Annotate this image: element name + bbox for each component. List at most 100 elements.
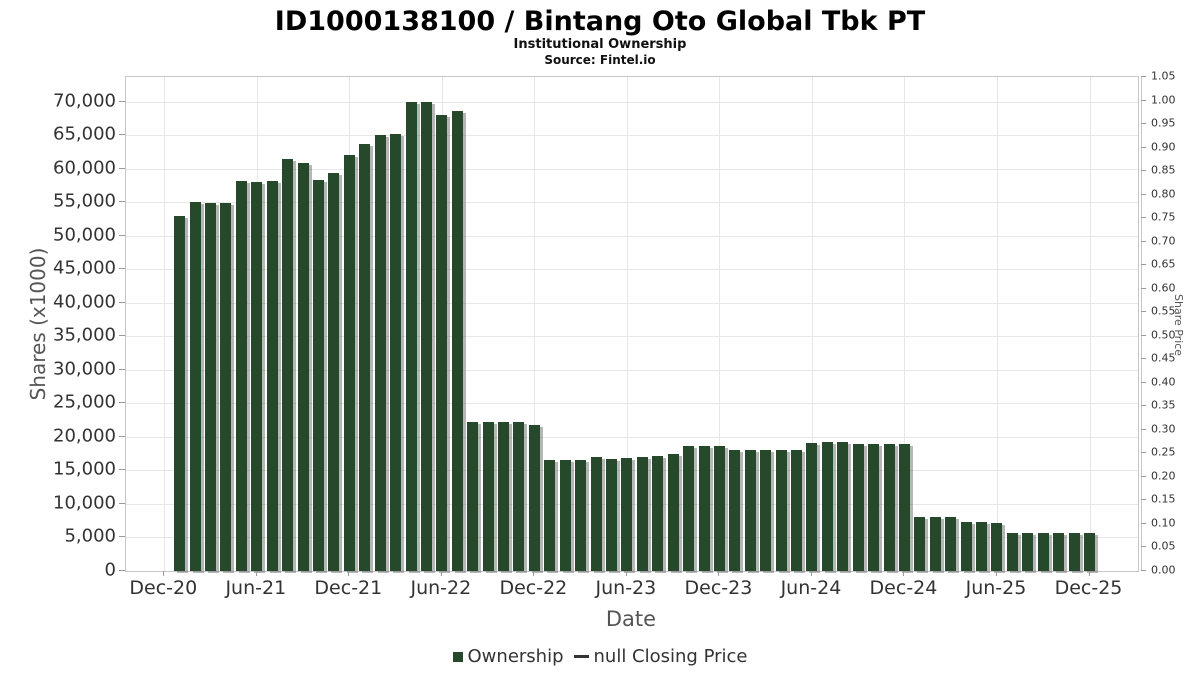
ownership-bar-Jul-24[interactable] xyxy=(821,442,833,571)
ownership-bar-Nov-22[interactable] xyxy=(513,421,525,571)
ownership-bar-Oct-24[interactable] xyxy=(868,443,880,571)
y-left-tick-mark xyxy=(119,435,125,437)
ownership-bar-Dec-25[interactable] xyxy=(1084,533,1095,571)
ownership-bar-Apr-25[interactable] xyxy=(960,522,972,571)
x-tick-mark xyxy=(163,571,165,576)
y-left-tick-mark xyxy=(119,536,125,538)
ownership-bar-Dec-23[interactable] xyxy=(713,445,725,571)
ownership-bar-Mar-23[interactable] xyxy=(575,460,587,571)
y-right-tick-label: 1.05 xyxy=(1151,69,1176,83)
ownership-bar-Jul-22[interactable] xyxy=(451,111,463,571)
h-gridline xyxy=(126,269,1138,271)
ownership-bar-Jul-23[interactable] xyxy=(636,457,648,571)
ownership-bar-Feb-23[interactable] xyxy=(559,460,571,571)
y-right-tick-label: 0.55 xyxy=(1151,304,1176,318)
ownership-bar-Apr-22[interactable] xyxy=(405,101,417,571)
ownership-bar-Jun-21[interactable] xyxy=(251,181,263,571)
ownership-bar-Sep-21[interactable] xyxy=(297,163,309,571)
y-right-tick-label: 0.75 xyxy=(1151,210,1176,224)
y-left-tick-label: 70,000 xyxy=(53,90,116,112)
ownership-bar-Jul-21[interactable] xyxy=(266,180,278,571)
ownership-bar-Jan-25[interactable] xyxy=(914,517,926,571)
v-gridline xyxy=(534,77,536,571)
ownership-bar-Apr-24[interactable] xyxy=(775,449,787,571)
ownership-bar-Aug-22[interactable] xyxy=(467,422,479,571)
ownership-bar-Feb-21[interactable] xyxy=(189,202,201,571)
x-tick-mark xyxy=(255,571,257,576)
y-right-tick-mark xyxy=(1141,334,1146,336)
ownership-bar-Nov-25[interactable] xyxy=(1068,533,1080,571)
ownership-bar-Nov-21[interactable] xyxy=(328,172,340,571)
ownership-bar-Jul-25[interactable] xyxy=(1006,533,1018,571)
h-gridline xyxy=(126,168,1138,170)
ownership-bar-May-25[interactable] xyxy=(976,522,988,571)
ownership-bar-Feb-22[interactable] xyxy=(374,134,386,571)
h-gridline xyxy=(126,202,1138,204)
y-left-tick-mark xyxy=(119,234,125,236)
ownership-bar-Aug-24[interactable] xyxy=(837,442,849,571)
legend: Ownership null Closing Price xyxy=(0,646,1200,667)
ownership-bar-Jun-23[interactable] xyxy=(621,457,633,571)
h-gridline xyxy=(126,302,1138,304)
y-right-tick-label: 0.60 xyxy=(1151,281,1176,295)
h-gridline xyxy=(126,369,1138,371)
ownership-bar-Nov-24[interactable] xyxy=(883,443,895,571)
ownership-bar-Aug-25[interactable] xyxy=(1022,533,1034,571)
ownership-bar-Sep-23[interactable] xyxy=(667,453,679,571)
ownership-bar-Dec-24[interactable] xyxy=(898,443,910,571)
y-right-tick-mark xyxy=(1141,428,1146,430)
ownership-bar-Sep-25[interactable] xyxy=(1037,533,1049,571)
ownership-bar-Mar-21[interactable] xyxy=(205,203,217,571)
legend-item-closing-price[interactable]: null Closing Price xyxy=(573,646,747,667)
x-tick-label: Jun-25 xyxy=(965,577,1027,599)
ownership-bar-Feb-25[interactable] xyxy=(929,517,941,571)
ownership-bar-Apr-21[interactable] xyxy=(220,203,232,571)
ownership-bar-Jan-21[interactable] xyxy=(174,215,186,571)
ownership-bar-May-24[interactable] xyxy=(791,449,803,571)
ownership-bar-Oct-22[interactable] xyxy=(498,421,510,571)
ownership-bar-Jun-24[interactable] xyxy=(806,442,818,571)
x-tick-mark xyxy=(995,571,997,576)
ownership-bar-Oct-25[interactable] xyxy=(1053,533,1065,571)
ownership-bar-Jan-22[interactable] xyxy=(359,144,371,571)
y-right-tick-label: 0.25 xyxy=(1151,445,1176,459)
y-left-tick-label: 35,000 xyxy=(53,324,116,346)
y-right-tick-mark xyxy=(1141,522,1146,524)
legend-item-ownership[interactable]: Ownership xyxy=(452,646,564,667)
ownership-bar-Jun-25[interactable] xyxy=(991,522,1003,571)
x-tick-label: Dec-20 xyxy=(129,577,198,599)
ownership-bar-Oct-21[interactable] xyxy=(313,180,324,571)
ownership-bar-Aug-21[interactable] xyxy=(282,159,294,571)
ownership-bar-Jan-24[interactable] xyxy=(729,449,741,571)
y-right-tick-mark xyxy=(1141,193,1146,195)
y-right-tick-label: 1.00 xyxy=(1151,93,1176,107)
ownership-bar-Dec-21[interactable] xyxy=(343,155,355,571)
ownership-bar-Feb-24[interactable] xyxy=(744,449,756,571)
y-right-tick-mark xyxy=(1141,499,1146,501)
y-right-tick-mark xyxy=(1141,99,1146,101)
ownership-bar-Mar-25[interactable] xyxy=(945,517,957,571)
y-left-tick-label: 25,000 xyxy=(53,391,116,413)
closing-price-line-icon xyxy=(573,655,589,658)
ownership-bar-Jun-22[interactable] xyxy=(436,114,448,571)
ownership-bar-Nov-23[interactable] xyxy=(698,445,710,571)
ownership-bar-Sep-22[interactable] xyxy=(482,422,494,571)
y-right-tick-mark xyxy=(1141,217,1146,219)
ownership-bar-Jan-23[interactable] xyxy=(544,460,556,571)
h-gridline xyxy=(126,336,1138,338)
ownership-bar-May-23[interactable] xyxy=(605,459,617,571)
ownership-bar-Aug-23[interactable] xyxy=(652,456,664,571)
ownership-bar-Dec-22[interactable] xyxy=(528,424,540,571)
ownership-bar-Mar-22[interactable] xyxy=(390,133,402,571)
y-right-tick-mark xyxy=(1141,311,1146,313)
ownership-bar-Sep-24[interactable] xyxy=(852,443,864,571)
x-tick-mark xyxy=(810,571,812,576)
y-left-tick-label: 20,000 xyxy=(53,425,116,447)
ownership-bar-May-22[interactable] xyxy=(420,101,432,571)
y-left-tick-label: 40,000 xyxy=(53,291,116,313)
ownership-bar-Apr-23[interactable] xyxy=(590,457,602,571)
ownership-bar-May-21[interactable] xyxy=(235,180,247,571)
ownership-bar-Mar-24[interactable] xyxy=(760,449,772,571)
ownership-bar-Oct-23[interactable] xyxy=(683,445,695,571)
y-left-tick-label: 30,000 xyxy=(53,358,116,380)
